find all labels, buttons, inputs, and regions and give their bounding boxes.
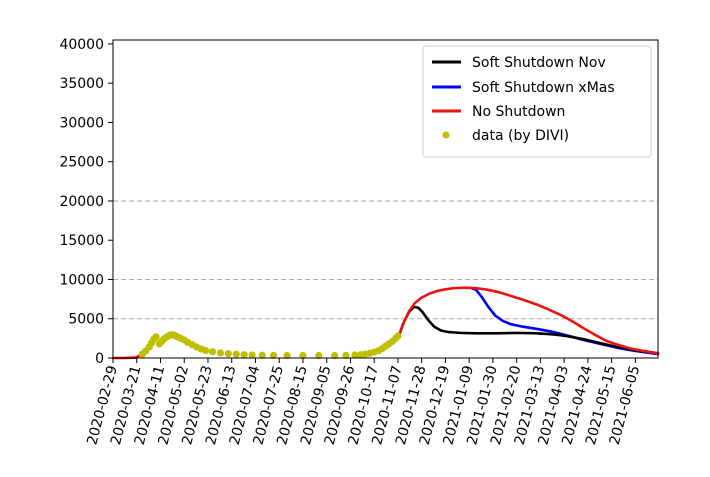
data-point-data-by-divi bbox=[258, 351, 266, 359]
y-tick-label: 5000 bbox=[68, 312, 104, 328]
plot-frame bbox=[112, 39, 659, 359]
y-tick-label: 25000 bbox=[59, 155, 104, 171]
data-point-data-by-divi bbox=[269, 351, 278, 360]
data-point-data-by-divi bbox=[342, 351, 350, 360]
legend-label-divi-data: data (by DIVI) bbox=[472, 128, 569, 144]
data-point-data-by-divi bbox=[240, 351, 248, 359]
y-tick-label: 15000 bbox=[59, 233, 104, 249]
legend-label-no-shutdown: No Shutdown bbox=[472, 104, 565, 120]
data-point-data-by-divi bbox=[232, 350, 240, 358]
grid-layer bbox=[113, 200, 658, 320]
y-tick-label: 30000 bbox=[59, 115, 104, 131]
series-line-soft-shutdown-nov bbox=[397, 305, 660, 355]
data-point-data-by-divi bbox=[299, 352, 307, 360]
legend-box bbox=[422, 45, 652, 158]
data-point-data-by-divi bbox=[224, 350, 232, 358]
data-point-data-by-divi bbox=[248, 351, 256, 359]
legend: Soft Shutdown Nov Soft Shutdown xMas No … bbox=[422, 45, 652, 158]
y-tick-label: 20000 bbox=[59, 194, 104, 210]
y-axis: 0 5000 10000 15000 20000 25000 30000 35000 40000 bbox=[59, 37, 113, 367]
data-point-data-by-divi bbox=[152, 333, 160, 341]
data-point-data-by-divi bbox=[394, 332, 402, 340]
data-point-data-by-divi bbox=[283, 351, 291, 360]
data-point-data-by-divi bbox=[351, 351, 359, 359]
y-tick-label: 10000 bbox=[59, 272, 104, 288]
data-point-data-by-divi bbox=[216, 349, 225, 357]
series-line-no-shutdown bbox=[397, 286, 660, 355]
y-tick-label: 35000 bbox=[59, 76, 104, 92]
legend-swatch-divi-data bbox=[442, 131, 450, 139]
data-point-data-by-divi bbox=[331, 351, 339, 360]
legend-label-soft-shutdown-xmas: Soft Shutdown xMas bbox=[472, 80, 615, 96]
legend-label-soft-shutdown-nov: Soft Shutdown Nov bbox=[472, 55, 606, 71]
data-point-data-by-divi bbox=[315, 352, 323, 360]
y-tick-label: 40000 bbox=[59, 37, 104, 53]
data-point-data-by-divi bbox=[208, 348, 217, 356]
data-point-data-by-divi bbox=[202, 346, 210, 355]
y-tick-label: 0 bbox=[95, 351, 104, 367]
